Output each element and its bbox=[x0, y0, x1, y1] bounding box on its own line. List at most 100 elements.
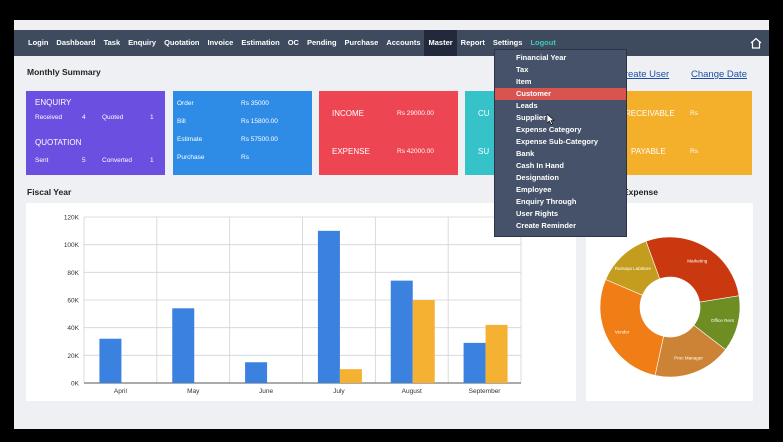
bar[interactable] bbox=[317, 230, 340, 383]
menu-item-item[interactable]: Item bbox=[516, 77, 532, 86]
mouse-cursor-icon bbox=[547, 114, 555, 125]
quoted-label: Quoted bbox=[102, 114, 124, 121]
menu-item-financial-year[interactable]: Financial Year bbox=[516, 53, 567, 62]
bar[interactable] bbox=[245, 362, 268, 383]
donut-slice-label: Vendor bbox=[615, 330, 630, 335]
receivable-value: Rs bbox=[690, 110, 698, 117]
income-label: INCOME bbox=[332, 109, 364, 118]
nav-logout[interactable]: Logout bbox=[530, 38, 556, 47]
order-label: Order bbox=[177, 100, 194, 107]
y-tick-label: 20K bbox=[67, 353, 79, 360]
x-tick-label: August bbox=[402, 388, 422, 395]
sent-label: Sent bbox=[35, 157, 49, 164]
monthly-summary-title: Monthly Summary bbox=[27, 67, 101, 77]
menu-item-expense-sub-category[interactable]: Expense Sub-Category bbox=[516, 137, 599, 146]
expense-title: Expense bbox=[623, 187, 658, 197]
estimate-value: Rs 57500.00 bbox=[241, 136, 278, 143]
x-tick-label: July bbox=[333, 388, 345, 395]
received-label: Received bbox=[35, 114, 63, 121]
y-tick-label: 80K bbox=[67, 270, 79, 277]
receivable-label: RECEIVABLE bbox=[625, 109, 675, 118]
received-value: 4 bbox=[82, 114, 86, 121]
fiscal-year-title: Fiscal Year bbox=[27, 187, 72, 197]
income-expense-card[interactable]: INCOME Rs 29000.00 EXPENSE Rs 42000.00 bbox=[319, 91, 458, 175]
estimate-label: Estimate bbox=[177, 136, 203, 143]
x-tick-label: June bbox=[259, 388, 273, 395]
donut-slice-label: Proc Manager bbox=[674, 356, 703, 361]
donut-slice[interactable] bbox=[599, 279, 664, 376]
teal-card-top-label: CU bbox=[478, 109, 490, 118]
change-date-link[interactable]: Change Date bbox=[691, 69, 747, 80]
menu-item-create-reminder[interactable]: Create Reminder bbox=[516, 221, 577, 230]
app-window: Login Dashboard Task Enquiry Quotation I… bbox=[14, 20, 769, 429]
menu-item-user-rights[interactable]: User Rights bbox=[516, 209, 559, 218]
menu-item-customer[interactable]: Customer bbox=[495, 88, 626, 100]
order-bill-card[interactable]: Order Rs 35000 Bill Rs 15800.00 Estimate… bbox=[173, 91, 312, 175]
purchase-label: Purchase bbox=[177, 154, 205, 161]
nav-estimation[interactable]: Estimation bbox=[241, 38, 280, 47]
bar[interactable] bbox=[172, 308, 195, 383]
bar[interactable] bbox=[463, 342, 486, 383]
nav-oc[interactable]: OC bbox=[287, 38, 299, 47]
nav-purchase[interactable]: Purchase bbox=[344, 38, 379, 47]
teal-card-bottom-label: SU bbox=[478, 147, 490, 156]
nav-settings[interactable]: Settings bbox=[492, 38, 523, 47]
fiscal-year-bar-chart: 0K 20K 40K 60K 80K 100K 120K April May June July Au… bbox=[64, 215, 522, 395]
payable-label: PAYABLE bbox=[631, 147, 666, 156]
donut-slice[interactable] bbox=[645, 236, 740, 303]
bar[interactable] bbox=[339, 369, 362, 383]
donut-slice[interactable] bbox=[605, 240, 661, 296]
x-tick-label: September bbox=[469, 388, 502, 395]
receivable-payable-card[interactable]: RECEIVABLE Rs PAYABLE Rs bbox=[611, 91, 752, 175]
enquiry-quotation-card[interactable]: ENQUIRY Received 4 Quoted 1 QUOTATION Se… bbox=[26, 91, 165, 175]
x-tick-label: April bbox=[114, 388, 128, 395]
nav-pending[interactable]: Pending bbox=[306, 38, 337, 47]
donut-slice-label: Marketing bbox=[687, 258, 708, 263]
menu-item-leads[interactable]: Leads bbox=[516, 101, 538, 110]
menu-item-bank[interactable]: Bank bbox=[516, 149, 535, 158]
quotation-title: QUOTATION bbox=[35, 138, 82, 147]
nav-report[interactable]: Report bbox=[460, 38, 485, 47]
expense-donut-chart: Marketing Office Rent Proc Manager Vendor Ra… bbox=[599, 236, 741, 378]
master-dropdown-menu: Financial Year Tax Item Customer Leads Suppli… bbox=[494, 49, 627, 237]
top-navbar: Login Dashboard Task Enquiry Quotation I… bbox=[14, 30, 769, 56]
nav-invoice[interactable]: Invoice bbox=[207, 38, 234, 47]
menu-item-cash-in-hand[interactable]: Cash In Hand bbox=[516, 161, 564, 170]
y-tick-label: 100K bbox=[64, 242, 80, 249]
nav-task[interactable]: Task bbox=[103, 38, 121, 47]
home-icon[interactable] bbox=[749, 36, 763, 50]
bar[interactable] bbox=[99, 338, 122, 383]
nav-enquiry[interactable]: Enquiry bbox=[128, 38, 157, 47]
y-tick-label: 40K bbox=[67, 325, 79, 332]
menu-item-expense-category[interactable]: Expense Category bbox=[516, 125, 582, 134]
nav-quotation[interactable]: Quotation bbox=[164, 38, 200, 47]
bar[interactable] bbox=[485, 324, 508, 383]
bar[interactable] bbox=[412, 300, 435, 383]
create-user-link[interactable]: Create User bbox=[618, 69, 670, 80]
donut-slice-label: Office Rent bbox=[711, 318, 735, 323]
payable-value: Rs bbox=[690, 148, 698, 155]
purchase-value: Rs bbox=[241, 154, 249, 161]
menu-item-employee[interactable]: Employee bbox=[516, 185, 552, 194]
bill-value: Rs 15800.00 bbox=[241, 118, 278, 125]
converted-label: Converted bbox=[102, 157, 132, 164]
converted-value: 1 bbox=[150, 157, 154, 164]
menu-item-enquiry-through[interactable]: Enquiry Through bbox=[516, 197, 577, 206]
menu-item-supplier[interactable]: Supplier bbox=[516, 113, 547, 122]
x-tick-label: May bbox=[187, 388, 200, 395]
bill-label: Bill bbox=[177, 118, 186, 125]
y-tick-label: 60K bbox=[67, 298, 79, 305]
menu-item-tax[interactable]: Tax bbox=[516, 65, 529, 74]
expense-value: Rs 42000.00 bbox=[397, 148, 434, 155]
nav-accounts[interactable]: Accounts bbox=[386, 38, 421, 47]
order-value: Rs 35000 bbox=[241, 100, 269, 107]
menu-item-designation[interactable]: Designation bbox=[516, 173, 559, 182]
bar[interactable] bbox=[390, 280, 413, 383]
income-value: Rs 29000.00 bbox=[397, 110, 434, 117]
quoted-value: 1 bbox=[150, 114, 154, 121]
nav-login[interactable]: Login bbox=[28, 38, 49, 47]
nav-master[interactable]: Master bbox=[424, 30, 457, 56]
fiscal-year-panel: 0K 20K 40K 60K 80K 100K 120K April May June July Au… bbox=[26, 203, 576, 401]
sent-value: 5 bbox=[82, 157, 86, 164]
nav-dashboard[interactable]: Dashboard bbox=[56, 38, 96, 47]
